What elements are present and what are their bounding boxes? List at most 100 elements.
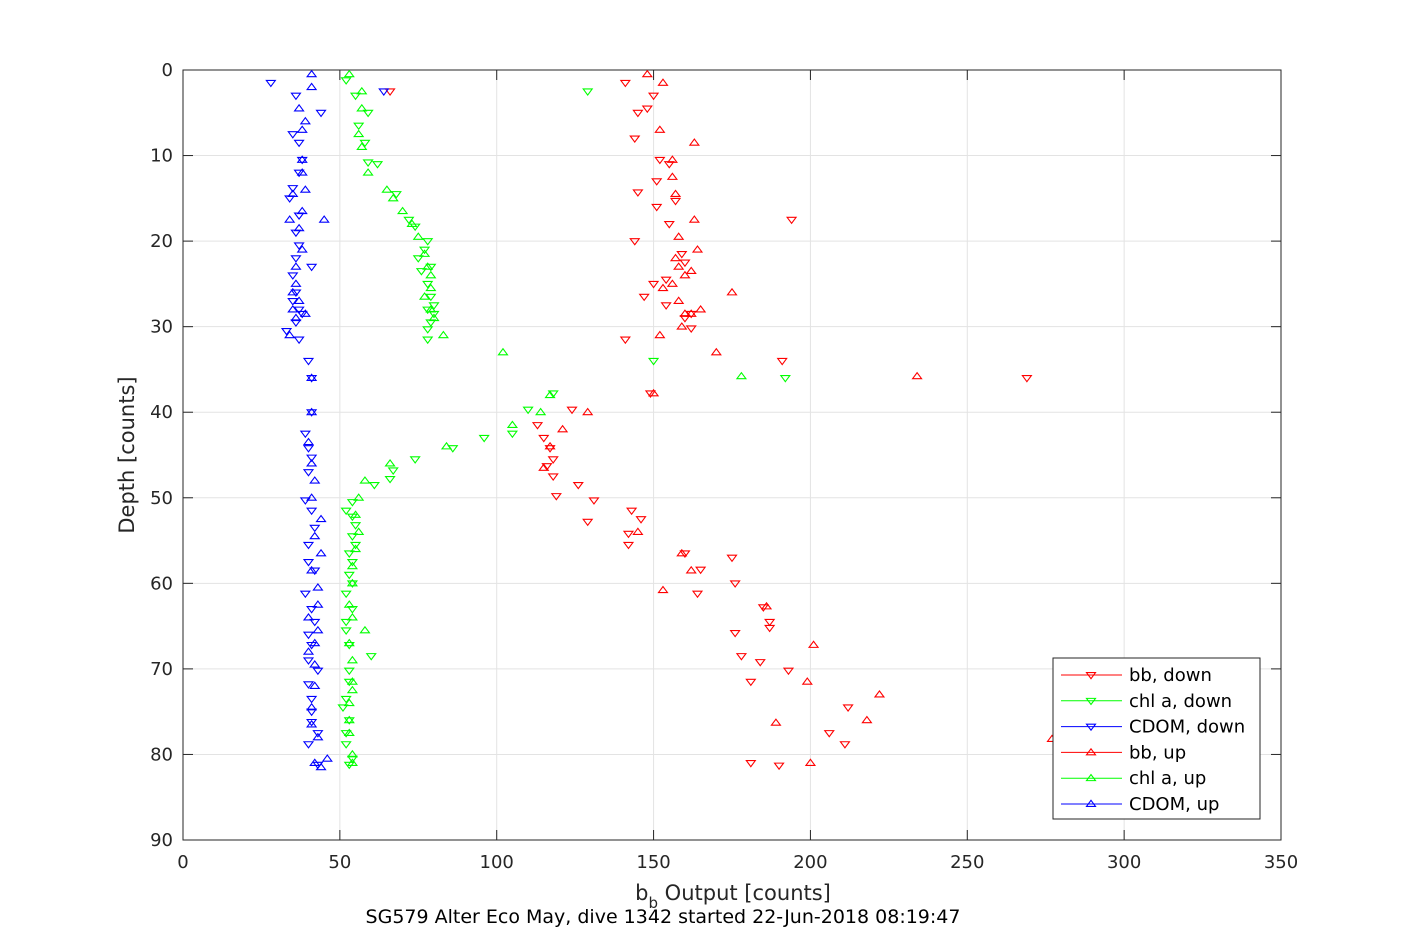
data-point bbox=[412, 255, 424, 263]
data-point bbox=[362, 159, 374, 167]
data-point bbox=[306, 493, 318, 501]
x-tick-label: 100 bbox=[480, 852, 514, 873]
data-point bbox=[346, 580, 358, 588]
data-point bbox=[302, 657, 315, 665]
data-point bbox=[349, 510, 362, 518]
y-axis-label: Depth [counts] bbox=[115, 376, 139, 533]
data-point bbox=[647, 388, 660, 397]
data-point bbox=[302, 647, 315, 655]
x-tick-label: 200 bbox=[793, 852, 827, 873]
legend-marker bbox=[1085, 672, 1097, 680]
data-point bbox=[312, 732, 324, 741]
data-point bbox=[676, 548, 688, 557]
data-point bbox=[302, 437, 315, 446]
y-tick-label: 40 bbox=[150, 402, 173, 423]
data-point bbox=[657, 283, 669, 292]
data-point bbox=[346, 612, 358, 621]
data-point bbox=[422, 238, 434, 246]
data-point bbox=[735, 371, 748, 380]
data-point bbox=[359, 476, 371, 484]
data-point bbox=[343, 667, 355, 676]
data-point bbox=[287, 272, 299, 280]
data-point bbox=[290, 92, 302, 101]
series-4 bbox=[343, 69, 748, 766]
data-point bbox=[422, 280, 434, 289]
data-point bbox=[343, 728, 355, 737]
data-point bbox=[619, 79, 631, 88]
data-point bbox=[306, 719, 318, 728]
x-tick-label: 150 bbox=[636, 852, 670, 873]
data-point bbox=[309, 567, 321, 576]
data-point bbox=[651, 178, 663, 186]
data-point bbox=[669, 253, 682, 262]
y-tick-labels: 0 10 20 30 40 50 60 70 80 90 bbox=[150, 60, 173, 851]
x-tick-label: 50 bbox=[328, 852, 351, 873]
data-point bbox=[312, 625, 324, 634]
data-point bbox=[299, 497, 311, 505]
data-point bbox=[406, 219, 418, 227]
data-point bbox=[654, 125, 666, 133]
data-point bbox=[873, 689, 886, 698]
data-point bbox=[764, 618, 776, 627]
data-point bbox=[312, 583, 324, 591]
data-point bbox=[309, 524, 321, 533]
y-tick-label: 80 bbox=[150, 744, 173, 765]
data-point bbox=[315, 514, 327, 523]
chart-caption: SG579 Alter Eco May, dive 1342 started 2… bbox=[366, 906, 961, 928]
data-point bbox=[309, 531, 321, 540]
data-point bbox=[582, 518, 594, 527]
data-point bbox=[673, 262, 685, 270]
data-point bbox=[284, 330, 296, 339]
legend-marker bbox=[1085, 747, 1097, 756]
data-point bbox=[290, 279, 302, 287]
data-point bbox=[842, 704, 854, 712]
data-point bbox=[340, 507, 352, 516]
data-point bbox=[663, 221, 675, 229]
data-point bbox=[293, 212, 305, 221]
data-point bbox=[425, 304, 437, 313]
data-point bbox=[782, 667, 795, 676]
y-tick-label: 60 bbox=[150, 573, 173, 594]
x-axis-label: bb Output [counts] bbox=[635, 881, 831, 912]
data-point bbox=[306, 375, 318, 383]
data-point bbox=[353, 129, 365, 138]
data-point bbox=[346, 561, 358, 570]
y-tick-label: 70 bbox=[150, 659, 173, 680]
data-point bbox=[418, 292, 431, 300]
data-point bbox=[688, 215, 700, 223]
data-point bbox=[368, 481, 380, 490]
data-point bbox=[343, 571, 355, 580]
x-tick-label: 350 bbox=[1264, 852, 1298, 873]
data-point bbox=[440, 441, 453, 450]
series-3 bbox=[538, 69, 1058, 766]
data-point bbox=[293, 169, 305, 178]
data-point bbox=[635, 516, 647, 524]
data-point bbox=[302, 612, 315, 621]
data-point bbox=[384, 458, 396, 467]
data-point bbox=[349, 522, 362, 530]
data-point bbox=[312, 730, 324, 738]
data-point bbox=[296, 245, 308, 253]
data-point bbox=[647, 357, 660, 366]
data-point bbox=[302, 681, 315, 689]
data-point bbox=[306, 606, 318, 614]
legend: bb, down chl a, down CDOM, down bb, up chl a… bbox=[1052, 657, 1261, 820]
data-point bbox=[669, 189, 682, 198]
x-tick-labels: 0 50 100 150 200 250 300 350 bbox=[177, 852, 1298, 873]
data-point bbox=[622, 530, 635, 539]
data-point bbox=[346, 749, 358, 758]
data-point bbox=[299, 116, 311, 125]
data-point bbox=[312, 667, 324, 676]
data-point bbox=[638, 293, 650, 302]
data-point bbox=[306, 695, 318, 704]
data-point bbox=[422, 326, 434, 334]
x-tick-label: 0 bbox=[177, 852, 188, 873]
y-tick-label: 0 bbox=[162, 60, 173, 81]
data-point bbox=[340, 627, 352, 635]
data-point bbox=[306, 718, 318, 727]
data-point bbox=[296, 156, 308, 165]
legend-marker bbox=[1085, 799, 1097, 807]
data-point bbox=[290, 262, 302, 270]
data-point bbox=[779, 375, 791, 383]
